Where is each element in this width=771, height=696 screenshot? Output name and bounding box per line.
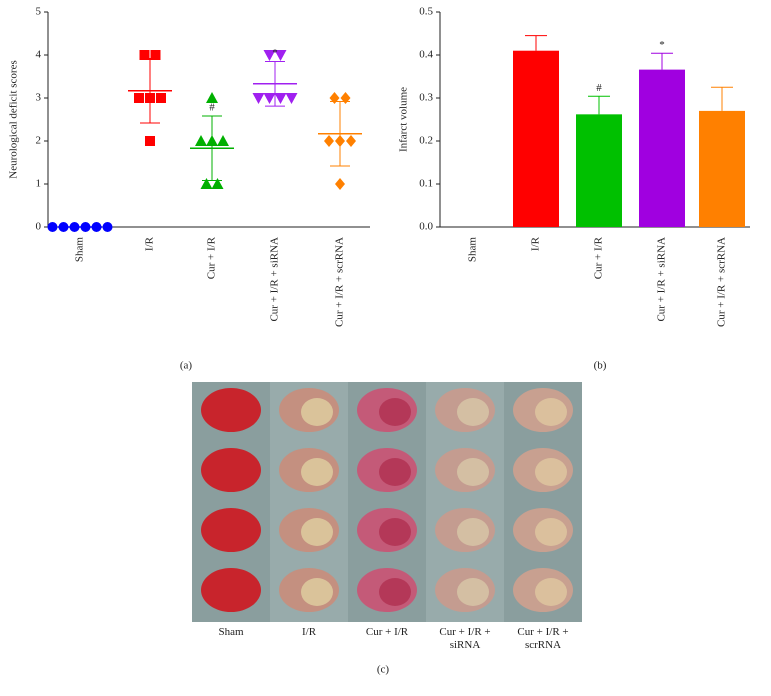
x-tick-label: Cur + I/R + scrRNA [716, 237, 728, 327]
y-axis-label: Neurological deficit scores [8, 60, 20, 179]
x-tick-label: Sham [74, 237, 86, 263]
infarct-area [457, 518, 489, 546]
infarct-area [535, 578, 567, 606]
bar [513, 50, 559, 228]
infarct-area [379, 458, 411, 486]
y-tick-label: 0.0 [419, 221, 433, 233]
y-tick-label: 2 [36, 135, 42, 147]
point [150, 50, 161, 60]
y-tick-label: 0.5 [419, 6, 433, 18]
x-tick-label: I/R [144, 236, 156, 251]
photo-column-label: Cur + I/R + scrRNA [517, 626, 569, 651]
infarct-area [379, 518, 411, 546]
photo-column-label: I/R [301, 626, 317, 638]
x-tick-label: Cur + I/R [593, 236, 605, 279]
point [340, 92, 351, 104]
y-tick-label: 3 [36, 92, 42, 104]
x-tick-label: Cur + I/R [206, 236, 218, 279]
point [134, 93, 144, 103]
y-axis-label: Infarct volume [398, 87, 410, 152]
point [200, 178, 213, 189]
point [217, 135, 229, 146]
brain-slice [201, 508, 261, 552]
y-tick-label: 0.4 [419, 49, 433, 61]
point [91, 222, 102, 232]
panel-label: (b) [594, 360, 607, 372]
point [139, 50, 150, 60]
y-tick-label: 1 [36, 178, 42, 190]
y-tick-label: 5 [36, 6, 42, 18]
bar [639, 69, 685, 228]
point [80, 222, 91, 232]
brain-slice [201, 568, 261, 612]
point [145, 136, 155, 146]
infarct-area [457, 578, 489, 606]
photo-column-label: Sham [218, 626, 244, 638]
infarct-area [301, 518, 333, 546]
point [285, 93, 298, 104]
point [206, 92, 218, 103]
infarct-area [301, 458, 333, 486]
infarct-area [379, 398, 411, 426]
point [156, 93, 166, 103]
photo-column-label: Cur + I/R [365, 626, 409, 638]
annotation: * [272, 47, 278, 59]
infarct-area [535, 518, 567, 546]
point [69, 222, 80, 232]
point [252, 93, 265, 104]
point [102, 222, 113, 232]
y-tick-label: 0.3 [419, 92, 433, 104]
point [47, 222, 58, 232]
infarct-area [457, 398, 489, 426]
point [145, 93, 155, 103]
infarct-area [379, 578, 411, 606]
bar [576, 114, 622, 227]
point [206, 135, 218, 146]
y-tick-label: 0.2 [419, 135, 433, 147]
point [274, 93, 287, 104]
annotation: # [596, 82, 602, 94]
point [324, 135, 334, 147]
point [211, 178, 224, 189]
x-tick-label: Sham [467, 237, 479, 263]
panel-label: (c) [377, 664, 390, 676]
point [329, 92, 340, 104]
point [274, 50, 287, 61]
point [195, 135, 207, 146]
brain-slice [201, 388, 261, 432]
point [335, 135, 345, 147]
y-tick-label: 4 [36, 49, 42, 61]
infarct-area [535, 398, 567, 426]
y-tick-label: 0 [36, 221, 42, 233]
x-tick-label: Cur + I/R + siRNA [656, 237, 668, 322]
annotation: # [209, 102, 215, 114]
infarct-area [301, 578, 333, 606]
brain-slice [201, 448, 261, 492]
point [263, 93, 276, 104]
point [346, 135, 356, 147]
x-tick-label: Cur + I/R + scrRNA [334, 237, 346, 327]
infarct-area [301, 398, 333, 426]
point [263, 50, 276, 61]
x-tick-label: I/R [530, 236, 542, 251]
x-tick-label: Cur + I/R + siRNA [269, 237, 281, 322]
panel-label: (a) [180, 360, 193, 372]
bar [699, 110, 745, 227]
point [335, 178, 345, 190]
annotation: * [659, 39, 665, 51]
infarct-area [457, 458, 489, 486]
y-tick-label: 0.1 [419, 178, 433, 190]
point [58, 222, 69, 232]
infarct-area [535, 458, 567, 486]
photo-column-label: Cur + I/R + siRNA [439, 626, 491, 651]
